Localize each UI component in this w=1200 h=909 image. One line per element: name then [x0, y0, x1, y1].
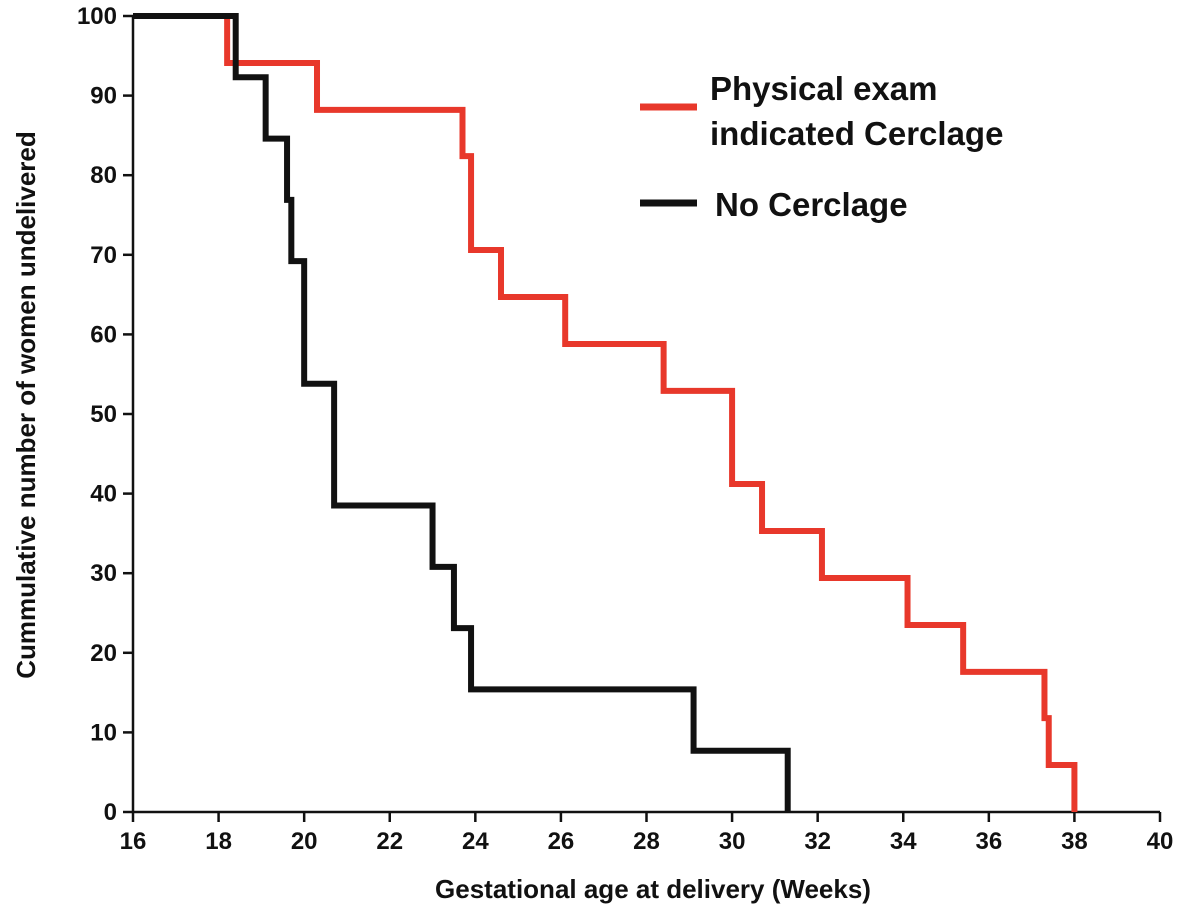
- y-tick-label: 30: [90, 560, 117, 587]
- series-line-no-cerclage: [133, 13, 791, 812]
- x-tick-label: 24: [462, 828, 489, 855]
- x-tick-label: 32: [804, 828, 831, 855]
- series-layer: [133, 13, 1078, 812]
- legend-label-no-cerclage: No Cerclage: [715, 186, 908, 223]
- x-tick-label: 34: [890, 828, 917, 855]
- x-ticks: 16 18 20 22 24 26 28 30 32 34 36 38 40: [120, 812, 1174, 855]
- x-tick-label: 36: [975, 828, 1002, 855]
- y-tick-label: 60: [90, 321, 117, 348]
- x-tick-label: 20: [291, 828, 318, 855]
- y-tick-label: 0: [104, 799, 117, 826]
- y-ticks: 0 10 20 30 40 50 60 70 80 90 100: [77, 3, 133, 826]
- axes-group: 16 18 20 22 24 26 28 30 32 34 36 38 40 0 10 20 30 40 50 60…: [77, 3, 1173, 855]
- x-axis-title: Gestational age at delivery (Weeks): [435, 874, 871, 904]
- y-tick-label: 90: [90, 83, 117, 110]
- y-tick-label: 70: [90, 242, 117, 269]
- x-tick-label: 38: [1061, 828, 1088, 855]
- y-tick-label: 10: [90, 719, 117, 746]
- y-axis-title: Cummulative number of women undelivered: [11, 131, 41, 679]
- x-tick-label: 28: [633, 828, 660, 855]
- y-tick-label: 40: [90, 481, 117, 508]
- legend-label-cerclage-line2: indicated Cerclage: [710, 115, 1003, 152]
- x-tick-label: 22: [376, 828, 403, 855]
- legend: Physical exam indicated Cerclage No Cerc…: [640, 70, 1003, 223]
- series-line-cerclage: [133, 13, 1078, 812]
- y-tick-label: 50: [90, 401, 117, 428]
- legend-label-cerclage-line1: Physical exam: [710, 70, 938, 107]
- y-tick-label: 80: [90, 162, 117, 189]
- x-tick-label: 30: [719, 828, 746, 855]
- x-tick-label: 26: [548, 828, 575, 855]
- y-tick-label: 20: [90, 640, 117, 667]
- x-tick-label: 18: [205, 828, 232, 855]
- y-tick-label: 100: [77, 3, 117, 30]
- x-tick-label: 16: [120, 828, 147, 855]
- x-tick-label: 40: [1147, 828, 1174, 855]
